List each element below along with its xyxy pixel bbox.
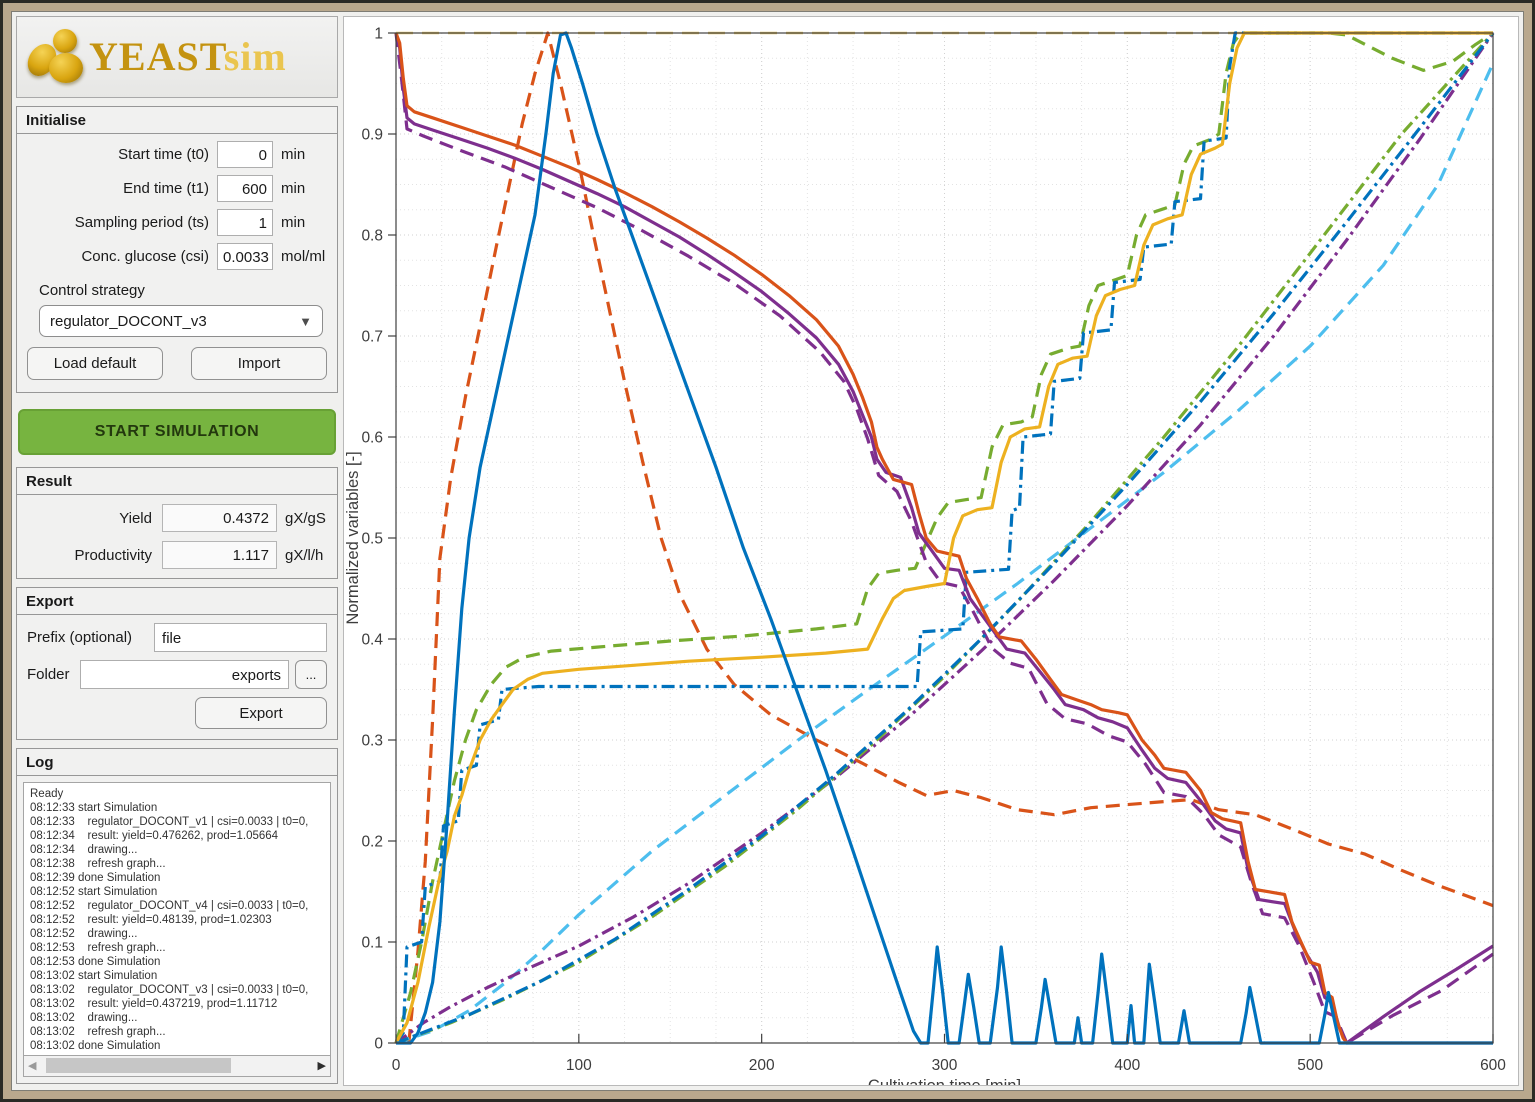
sampling-period-label: Sampling period (ts): [74, 214, 209, 231]
scroll-left-arrow-icon[interactable]: ◀: [28, 1059, 37, 1072]
series-substrate-dashed-v1: [407, 31, 1494, 1044]
yield-row: Yield 0.4372 gX/gS: [25, 504, 329, 532]
log-output[interactable]: Ready 08:12:33 start Simulation 08:12:33…: [23, 782, 331, 1056]
start-time-row: Start time (t0) 0 min: [25, 141, 329, 168]
control-strategy-select[interactable]: regulator_DOCONT_v3 ▼: [39, 305, 323, 337]
x-tick-label: 0: [392, 1057, 401, 1074]
glucose-conc-label: Conc. glucose (csi): [81, 248, 209, 265]
y-tick-label: 0.1: [361, 935, 383, 952]
productivity-label: Productivity: [74, 546, 152, 564]
result-title: Result: [17, 468, 337, 495]
control-strategy-value: regulator_DOCONT_v3: [50, 312, 207, 330]
x-tick-label: 400: [1114, 1057, 1140, 1074]
export-button-row: Export: [27, 697, 327, 729]
log-horizontal-scrollbar[interactable]: ◀ ▶: [23, 1056, 331, 1077]
log-title: Log: [17, 749, 337, 776]
yield-label: Yield: [119, 509, 152, 527]
control-strategy-label: Control strategy: [39, 282, 145, 299]
series-feed-dashdot-blue-v4: [395, 32, 1495, 1045]
chevron-down-icon: ▼: [299, 313, 312, 329]
prefix-label: Prefix (optional): [27, 629, 133, 646]
y-tick-label: 0.8: [361, 228, 383, 245]
sidebar: YEASTsim Initialise Start time (t0) 0 mi…: [16, 16, 338, 1086]
initialise-buttons: Load default Import: [27, 347, 327, 380]
x-axis-label: Cultivation time [min]: [868, 1077, 1021, 1086]
export-title: Export: [17, 588, 337, 615]
yeast-logo-icon: [21, 25, 89, 89]
end-time-input[interactable]: 600: [217, 175, 273, 202]
start-time-input[interactable]: 0: [217, 141, 273, 168]
series-do-solid-v3-blue: [396, 31, 1493, 1045]
start-simulation-button[interactable]: START SIMULATION: [18, 409, 336, 455]
series-biomass-solid-v3-yellow: [394, 31, 1493, 1044]
x-tick-label: 500: [1297, 1057, 1323, 1074]
y-tick-label: 0.5: [361, 531, 383, 548]
prefix-row: Prefix (optional) file: [27, 623, 327, 652]
x-tick-label: 200: [749, 1057, 775, 1074]
load-default-button[interactable]: Load default: [27, 347, 163, 380]
folder-row: Folder exports ...: [27, 660, 327, 689]
y-tick-label: 0.3: [361, 733, 383, 750]
scrollbar-thumb[interactable]: [46, 1058, 231, 1073]
browse-folder-button[interactable]: ...: [295, 660, 327, 689]
initialise-title: Initialise: [17, 107, 337, 134]
end-time-label: End time (t1): [123, 180, 209, 197]
scroll-right-arrow-icon[interactable]: ▶: [317, 1059, 326, 1072]
y-tick-label: 0.2: [361, 834, 383, 851]
app-title: YEASTsim: [89, 37, 287, 77]
sampling-period-unit: min: [281, 214, 306, 231]
simulation-chart: 0 100 200 300 400 500 600 0 0.1 0.2 0.3 0.4 0.5 0.6 0.…: [344, 26, 1506, 1086]
y-axis-label: Normalized variables [-]: [344, 451, 362, 624]
folder-label: Folder: [27, 666, 70, 683]
series-feed-dashdot-v4: [395, 32, 1495, 1045]
glucose-conc-input[interactable]: 0.0033: [217, 243, 273, 270]
productivity-unit: gX/l/h: [285, 546, 324, 564]
series-substrate-solid-v3-orange: [394, 32, 1493, 1045]
result-panel: Result Yield 0.4372 gX/gS Productivity 1…: [16, 467, 338, 579]
y-tick-label: 0.9: [361, 127, 383, 144]
series-glucose-dashed-v1: [394, 32, 1494, 1045]
chart-panel: 0 100 200 300 400 500 600 0 0.1 0.2 0.3 0.4 0.5 0.6 0.…: [343, 16, 1519, 1086]
export-button[interactable]: Export: [195, 697, 327, 729]
export-panel: Export Prefix (optional) file Folder exp…: [16, 587, 338, 740]
series-biomass-dashed-v1: [394, 31, 1494, 1044]
x-tick-label: 300: [932, 1057, 958, 1074]
glucose-conc-row: Conc. glucose (csi) 0.0033 mol/ml: [25, 243, 329, 270]
y-tick-label: 1: [374, 26, 383, 43]
productivity-row: Productivity 1.117 gX/l/h: [25, 541, 329, 569]
yield-unit: gX/gS: [285, 509, 326, 527]
yield-value: 0.4372: [162, 504, 277, 532]
app-title-strong: YEAST: [89, 34, 224, 79]
y-tick-label: 0.6: [361, 430, 383, 447]
folder-input[interactable]: exports: [79, 660, 289, 689]
y-tick-label: 0: [374, 1036, 383, 1053]
import-button[interactable]: Import: [191, 347, 327, 380]
sampling-period-input[interactable]: 1: [217, 209, 273, 236]
y-tick-label: 0.7: [361, 329, 383, 346]
end-time-row: End time (t1) 600 min: [25, 175, 329, 202]
y-tick-label: 0.4: [361, 632, 383, 649]
app-title-light: sim: [223, 34, 287, 79]
logo-panel: YEASTsim: [16, 16, 338, 98]
sampling-period-row: Sampling period (ts) 1 min: [25, 209, 329, 236]
x-tick-label: 100: [566, 1057, 592, 1074]
start-time-label: Start time (t0): [118, 146, 209, 163]
app-content: YEASTsim Initialise Start time (t0) 0 mi…: [11, 11, 1524, 1091]
x-tick-label: 600: [1480, 1057, 1506, 1074]
glucose-conc-unit: mol/ml: [281, 248, 326, 265]
start-time-unit: min: [281, 146, 306, 163]
prefix-input[interactable]: file: [154, 623, 327, 652]
productivity-value: 1.117: [162, 541, 277, 569]
end-time-unit: min: [281, 180, 306, 197]
log-panel: Log Ready 08:12:33 start Simulation 08:1…: [16, 748, 338, 1084]
series-glucose-solid-v3-purple: [394, 32, 1494, 1045]
initialise-panel: Initialise Start time (t0) 0 min End tim…: [16, 106, 338, 393]
